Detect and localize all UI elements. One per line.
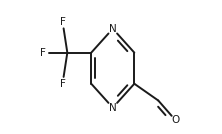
Text: F: F	[60, 16, 65, 27]
Text: N: N	[109, 24, 117, 34]
Text: N: N	[109, 103, 117, 113]
Text: F: F	[60, 79, 65, 89]
Text: F: F	[40, 48, 46, 58]
Text: O: O	[171, 115, 179, 125]
